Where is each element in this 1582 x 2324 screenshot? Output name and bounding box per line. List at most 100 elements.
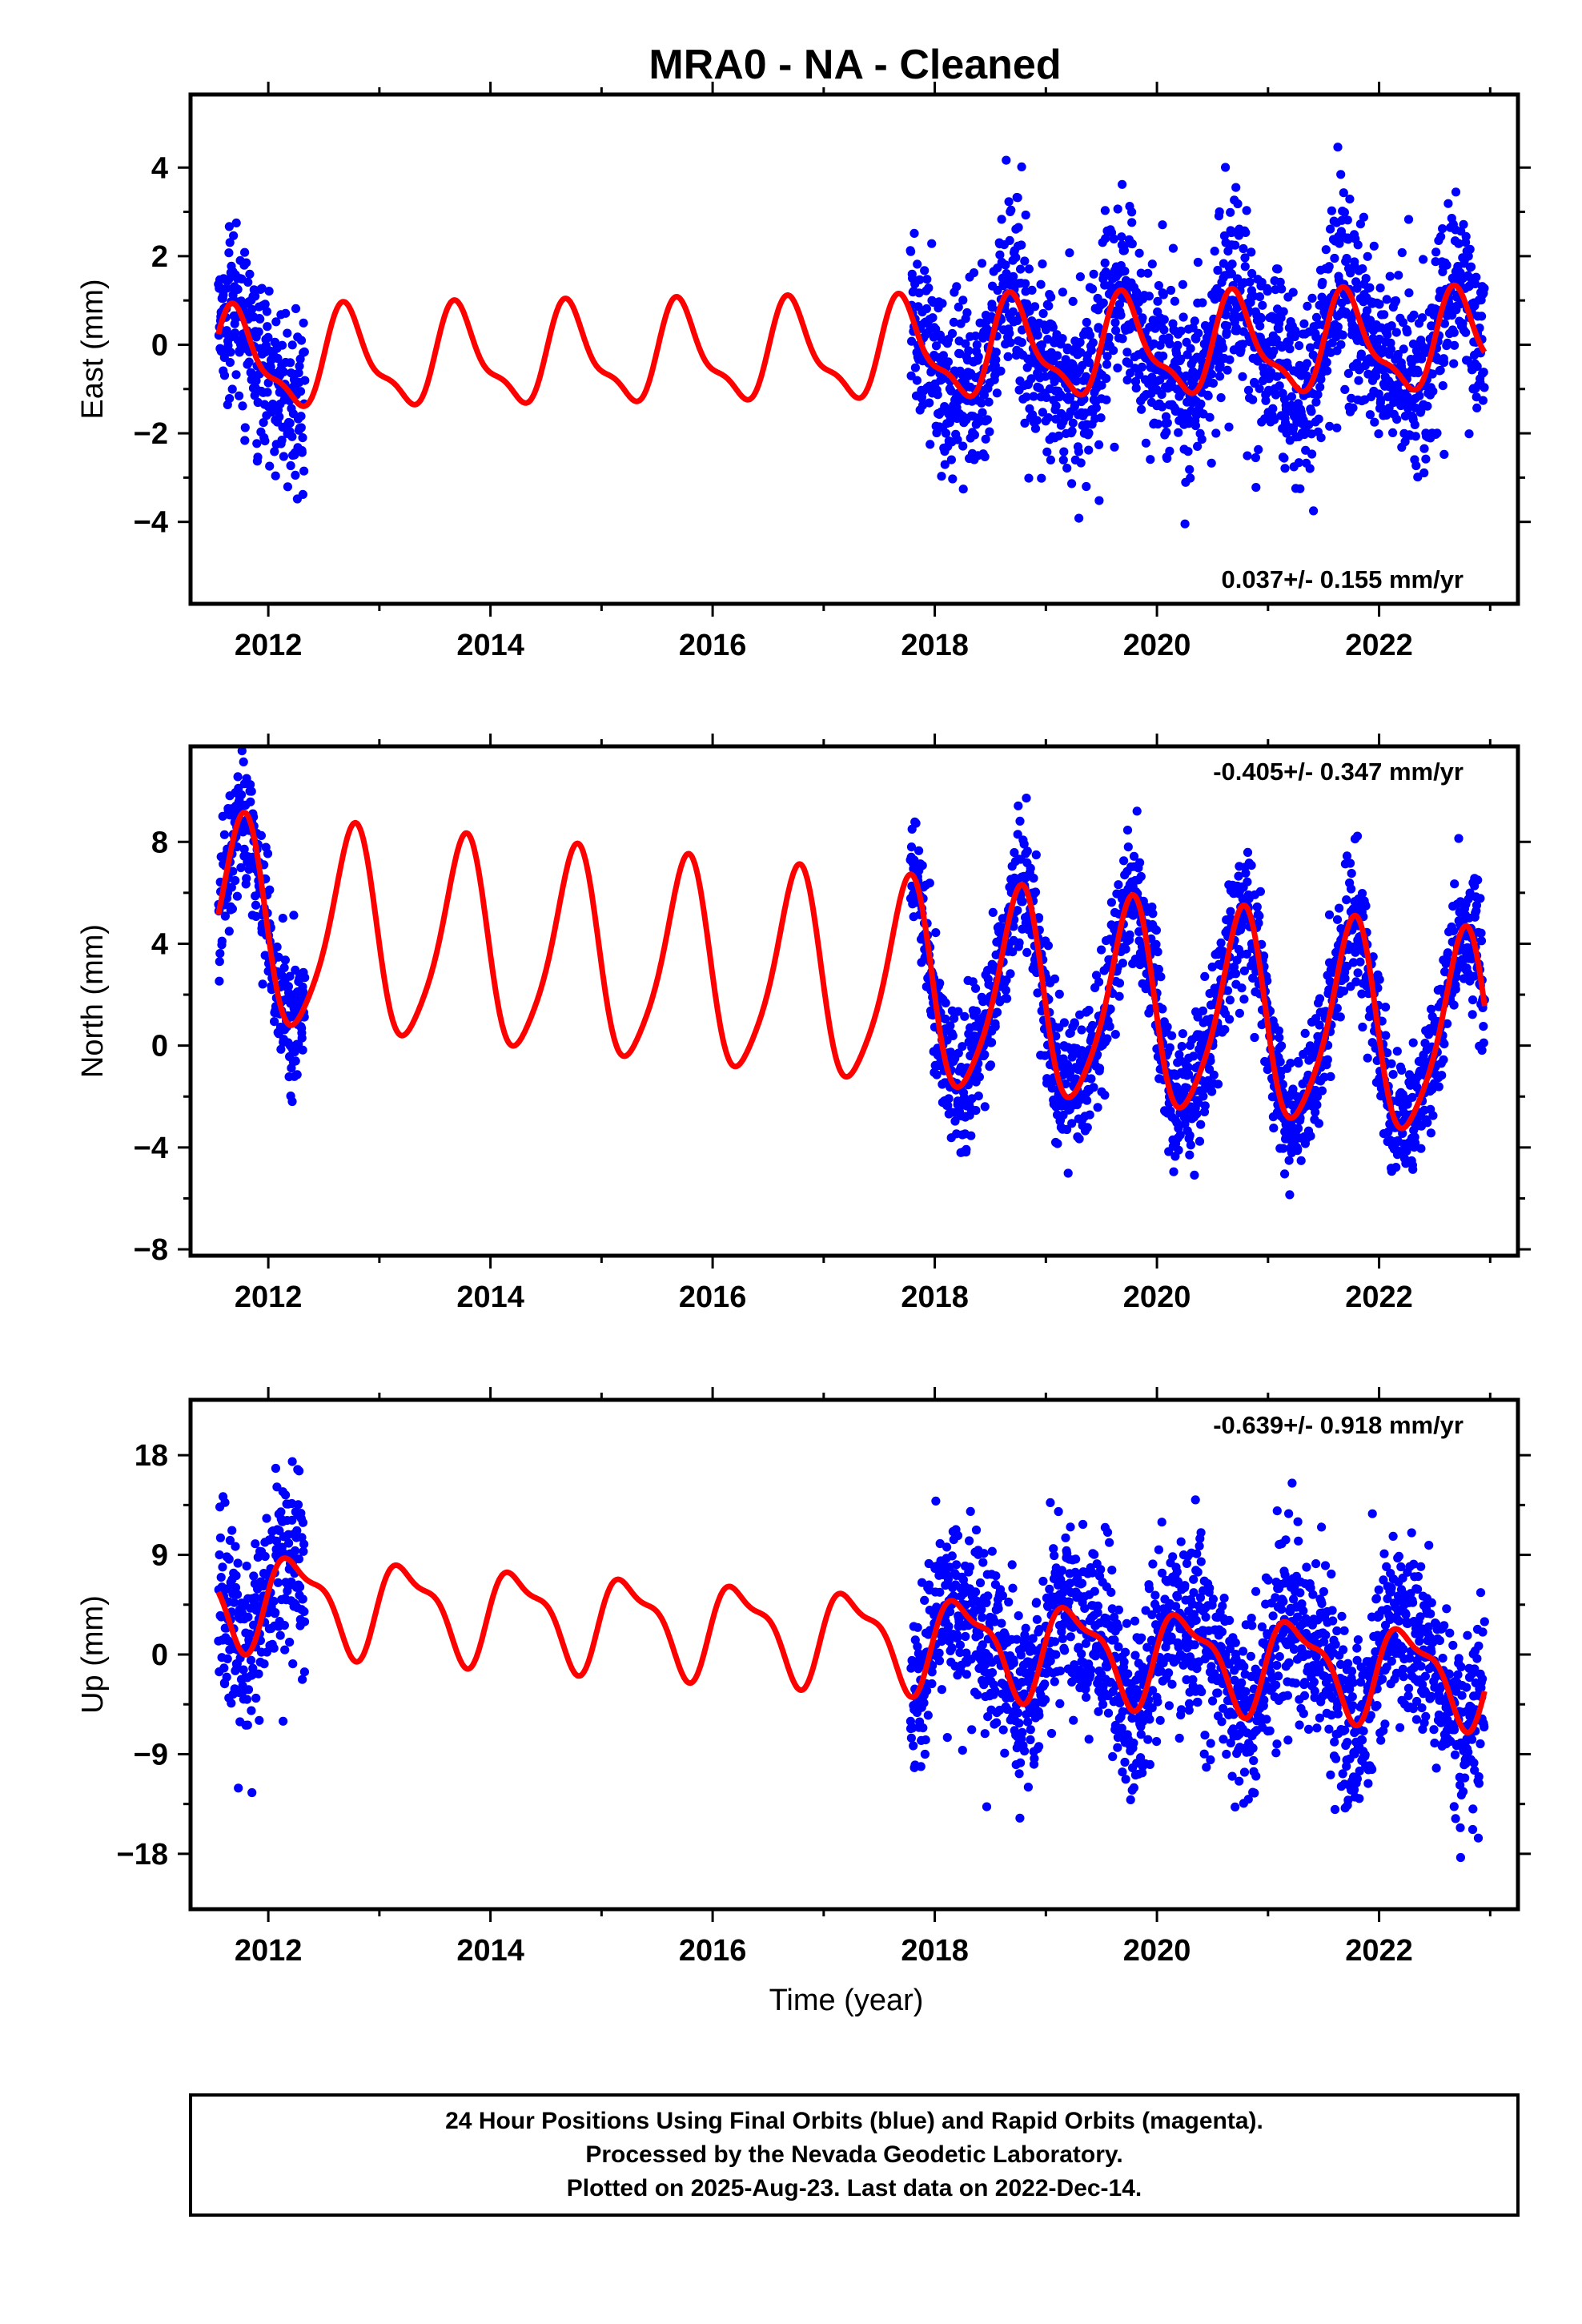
east-data-point xyxy=(1365,283,1375,292)
east-data-point xyxy=(907,336,917,346)
east-data-point xyxy=(1138,313,1147,323)
east-data-point xyxy=(1085,331,1095,340)
east-data-point xyxy=(1356,349,1366,359)
north-data-point xyxy=(217,936,227,946)
east-data-point xyxy=(281,308,291,318)
north-data-point xyxy=(1207,1087,1217,1096)
north-data-point xyxy=(1454,834,1464,843)
north-data-point xyxy=(237,746,247,756)
east-data-point xyxy=(1058,455,1068,465)
north-x-tick-label: 2018 xyxy=(901,1281,969,1314)
east-data-point xyxy=(1016,264,1026,274)
east-data-point xyxy=(1336,340,1346,349)
north-data-point xyxy=(1398,1128,1407,1138)
up-data-point xyxy=(249,1620,259,1630)
up-data-point xyxy=(1061,1533,1070,1542)
east-data-point xyxy=(1176,354,1186,364)
up-data-point xyxy=(1055,1667,1065,1676)
north-data-point xyxy=(1300,1028,1310,1038)
north-data-point xyxy=(1407,1092,1417,1102)
east-data-point xyxy=(1113,204,1122,214)
east-data-point xyxy=(1017,240,1026,250)
up-data-point xyxy=(295,1582,305,1592)
north-data-point xyxy=(1335,903,1344,913)
east-data-point xyxy=(1399,344,1408,354)
east-data-point xyxy=(1311,397,1321,407)
east-data-point xyxy=(970,332,981,341)
east-data-point xyxy=(1238,372,1247,381)
east-data-point xyxy=(263,388,272,397)
north-data-point xyxy=(220,911,230,921)
east-data-point xyxy=(1221,163,1231,172)
east-data-point xyxy=(1423,401,1432,411)
up-data-point xyxy=(276,1507,286,1517)
north-data-point xyxy=(943,1100,953,1110)
east-data-point xyxy=(981,434,990,444)
up-data-point xyxy=(243,1720,252,1730)
up-data-point xyxy=(1026,1735,1035,1745)
east-data-point xyxy=(1162,418,1172,428)
north-data-point xyxy=(1059,1018,1069,1027)
north-data-point xyxy=(960,1011,970,1021)
north-data-point xyxy=(1351,977,1361,987)
east-data-point xyxy=(1030,424,1041,433)
east-data-point xyxy=(1062,464,1072,473)
east-data-point xyxy=(1215,372,1225,381)
east-data-point xyxy=(1144,292,1154,301)
east-data-point xyxy=(1342,254,1351,263)
north-data-point xyxy=(1323,1055,1332,1064)
north-data-point xyxy=(1218,947,1227,956)
north-data-point xyxy=(1345,858,1355,868)
north-data-point xyxy=(1324,910,1335,919)
east-data-point xyxy=(262,307,271,316)
north-data-point xyxy=(1427,1004,1436,1014)
east-data-point xyxy=(1168,243,1178,253)
north-data-point xyxy=(1294,1058,1303,1068)
north-data-point xyxy=(1135,858,1145,867)
up-data-point xyxy=(287,1577,296,1586)
north-data-point xyxy=(251,900,261,910)
east-data-point xyxy=(1404,288,1414,298)
north-data-point xyxy=(1086,1074,1096,1084)
east-data-point xyxy=(1102,360,1112,369)
east-data-point xyxy=(1435,365,1445,375)
east-data-point xyxy=(1363,251,1372,261)
up-data-point xyxy=(251,1693,261,1703)
east-data-point xyxy=(296,423,306,432)
north-data-point xyxy=(1223,986,1233,995)
up-data-point xyxy=(1014,1719,1024,1728)
figure-title: MRA0 - NA - Cleaned xyxy=(648,42,1061,88)
east-data-point xyxy=(1130,376,1141,387)
north-data-point xyxy=(1353,968,1363,978)
east-data-point xyxy=(1439,358,1449,368)
east-data-point xyxy=(997,215,1006,224)
east-data-point xyxy=(1117,232,1126,242)
east-data-point xyxy=(1207,458,1216,468)
up-data-point xyxy=(231,1582,241,1593)
east-data-point xyxy=(1137,404,1146,414)
north-data-point xyxy=(1002,994,1012,1003)
north-data-point xyxy=(258,979,267,989)
north-data-point xyxy=(1357,989,1367,999)
east-data-point xyxy=(254,327,263,336)
north-data-point xyxy=(1015,816,1025,826)
east-data-point xyxy=(1427,369,1437,379)
north-data-point xyxy=(974,1072,984,1082)
east-data-point xyxy=(1255,321,1265,331)
north-data-point xyxy=(1151,926,1161,935)
up-data-point xyxy=(922,1686,932,1695)
east-data-point xyxy=(1439,319,1449,328)
east-data-point xyxy=(1415,391,1424,400)
up-data-point xyxy=(225,1535,235,1546)
north-data-point xyxy=(1250,1032,1259,1043)
north-data-point xyxy=(1231,969,1241,979)
east-x-tick-label: 2018 xyxy=(901,629,969,662)
east-data-point xyxy=(1255,292,1265,302)
up-data-point xyxy=(260,1551,270,1562)
north-data-point xyxy=(914,846,924,855)
north-data-point xyxy=(1361,901,1371,911)
up-data-point xyxy=(990,1617,999,1626)
east-data-point xyxy=(926,440,935,449)
east-data-point xyxy=(1365,410,1375,420)
